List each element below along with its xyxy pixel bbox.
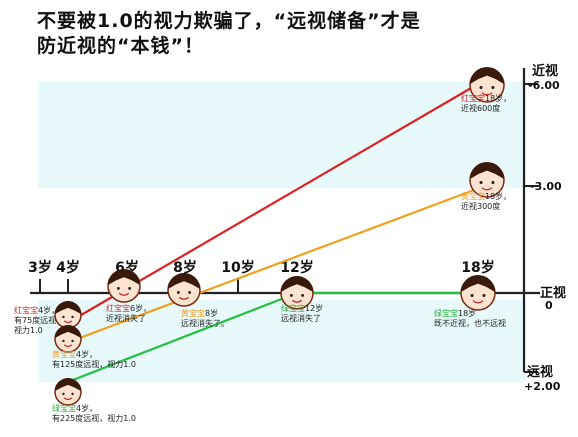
age-tick-labels: 3岁 4岁 6岁 8岁 10岁 12岁 18岁	[28, 259, 495, 276]
age-tick-label-10: 10岁	[221, 259, 254, 276]
diopter-zero-value: 0	[545, 299, 553, 312]
annotation-yellow-18: 黄宝宝18岁， 近视300度	[461, 192, 512, 211]
title-line-2: 防近视的“本钱”！	[37, 35, 204, 57]
child-faces	[54, 67, 505, 406]
annotation-red-6: 红宝宝6岁， 近视消失了	[106, 304, 152, 323]
age-tick-label-3: 3岁	[28, 259, 52, 276]
age-tick-label-12: 12岁	[280, 259, 313, 276]
yellow-child-line	[67, 187, 479, 344]
age-tick-label-8: 8岁	[173, 259, 197, 276]
annotation-red-4: 红宝宝4岁， 有75度远视 视力1.0	[14, 306, 60, 335]
annotation-yellow-8: 黄宝宝8岁 远视消失了。	[181, 309, 229, 328]
face-yellow-18-icon	[469, 162, 505, 198]
annotation-green-12: 绿宝宝12岁 远视消失了	[281, 304, 324, 323]
hyperopia-band	[38, 300, 526, 382]
title-line-1: 不要被1.0的视力欺骗了，“远视储备”才是	[37, 10, 421, 32]
green-child-line	[67, 291, 298, 383]
annotation-yellow-4: 黄宝宝4岁， 有125度远视，视力1.0	[52, 350, 136, 369]
face-red-4-icon	[54, 301, 82, 329]
face-green-12-icon	[280, 276, 314, 310]
diopter-top-value: -6.00	[528, 79, 560, 92]
myopia-band	[38, 82, 526, 188]
diopter-zero-label: 正视	[540, 285, 566, 301]
age-tick-label-18: 18岁	[461, 259, 494, 276]
annotation-green-4: 绿宝宝4岁， 有225度远视，视力1.0	[52, 404, 136, 423]
face-yellow-8-icon	[167, 273, 201, 307]
diopter-ticks	[524, 83, 538, 373]
annotation-red-18: 红宝宝18岁， 近视600度	[461, 94, 512, 113]
face-green-18-icon	[460, 275, 496, 311]
age-tick-label-4: 4岁	[56, 259, 80, 276]
diopter-bottom-label: 远视	[527, 364, 553, 380]
age-ticks	[39, 279, 479, 293]
face-yellow-4-icon	[54, 325, 82, 353]
face-green-4-icon	[54, 378, 82, 406]
diopter-bottom-value: +2.00	[524, 380, 561, 393]
annotation-green-18: 绿宝宝18岁 既不近视，也不远视	[434, 309, 506, 328]
diopter-top-label: 近视	[532, 63, 558, 79]
face-red-18-icon	[469, 67, 505, 103]
face-red-6-icon	[107, 269, 141, 303]
diopter-mid-value: -3.00	[530, 180, 562, 193]
